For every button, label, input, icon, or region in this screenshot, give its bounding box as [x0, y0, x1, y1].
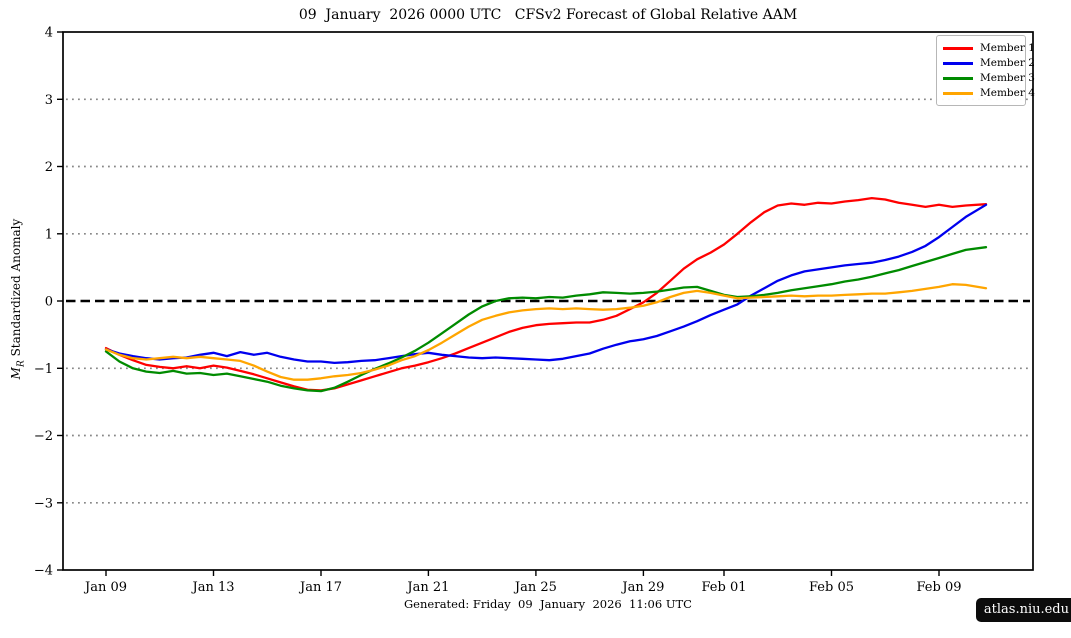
y-tick-label: −2: [34, 429, 53, 444]
series-line-member-4: [104, 283, 988, 381]
x-tick-label: Jan 17: [298, 580, 342, 595]
x-tick-label: Feb 01: [702, 580, 747, 595]
legend-label: Member 4: [980, 87, 1035, 100]
ylabel-subscript: R: [16, 360, 27, 368]
site-watermark-badge: atlas.niu.edu: [975, 598, 1071, 622]
y-tick-label: 2: [45, 160, 53, 175]
x-tick-label: Feb 05: [809, 580, 854, 595]
generated-timestamp: Generated: Friday 09 January 2026 11:06 …: [404, 597, 692, 611]
legend-entry: Member 2: [943, 56, 1035, 71]
y-tick-label: −4: [34, 564, 53, 579]
legend-box: Member 1 Member 2 Member 3 Member 4: [936, 35, 1035, 106]
y-axis-label: MR Standardized Anomaly: [9, 214, 29, 384]
ylabel-text: Standardized Anomaly: [9, 218, 23, 361]
x-axis-ticks: Jan 09 Jan 13 Jan 17 Jan 21 Jan 25 Jan 29 Feb …: [83, 570, 962, 595]
series-line-member-2: [104, 203, 988, 365]
legend-line-swatch: [943, 77, 973, 80]
x-tick-label: Jan 21: [405, 580, 449, 595]
legend-line-swatch: [943, 47, 973, 50]
y-tick-label: 3: [45, 93, 53, 108]
plot-frame: [62, 31, 1034, 571]
x-tick-label: Jan 25: [513, 580, 557, 595]
legend-line-swatch: [943, 62, 973, 65]
legend-entry: Member 1: [943, 41, 1035, 56]
y-tick-label: −3: [34, 496, 53, 511]
legend-label: Member 3: [980, 72, 1035, 85]
y-tick-label: 1: [45, 227, 53, 242]
y-axis-ticks: −4 −3 −2 −1 0 1 2 3 4: [34, 26, 63, 579]
series-line-member-3: [104, 246, 988, 393]
legend-line-swatch: [943, 92, 973, 95]
y-tick-label: 4: [45, 26, 53, 41]
x-tick-label: Feb 09: [917, 580, 962, 595]
y-tick-label: 0: [45, 295, 53, 310]
legend-entry: Member 3: [943, 71, 1035, 86]
x-tick-label: Jan 29: [620, 580, 664, 595]
y-tick-label: −1: [34, 362, 53, 377]
legend-label: Member 1: [980, 42, 1035, 55]
x-tick-label: Jan 13: [190, 580, 234, 595]
series-line-member-1: [104, 196, 988, 392]
chart-title: 09 January 2026 0000 UTC CFSv2 Forecast …: [298, 7, 798, 23]
legend-entry: Member 4: [943, 86, 1035, 101]
ylabel-symbol: M: [9, 367, 23, 380]
x-tick-label: Jan 09: [83, 580, 127, 595]
legend-label: Member 2: [980, 57, 1035, 70]
